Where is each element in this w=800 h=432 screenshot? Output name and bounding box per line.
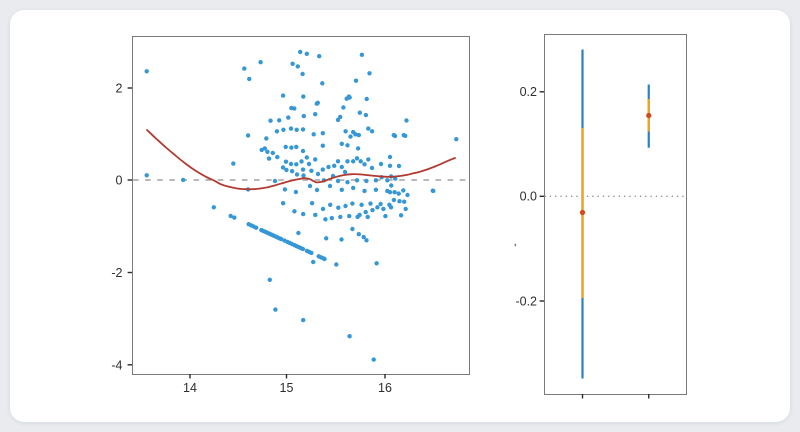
svg-text:-2: -2: [111, 266, 122, 280]
svg-text:14: 14: [183, 381, 197, 395]
svg-text:16: 16: [378, 381, 392, 395]
svg-text:0: 0: [116, 173, 123, 187]
svg-text:-0.2: -0.2: [515, 294, 537, 308]
svg-text:0.2: 0.2: [520, 85, 537, 99]
svg-text:2: 2: [116, 82, 123, 96]
svg-text:-4: -4: [111, 359, 122, 373]
svg-text:15: 15: [280, 381, 294, 395]
svg-text:0.0: 0.0: [520, 190, 537, 204]
